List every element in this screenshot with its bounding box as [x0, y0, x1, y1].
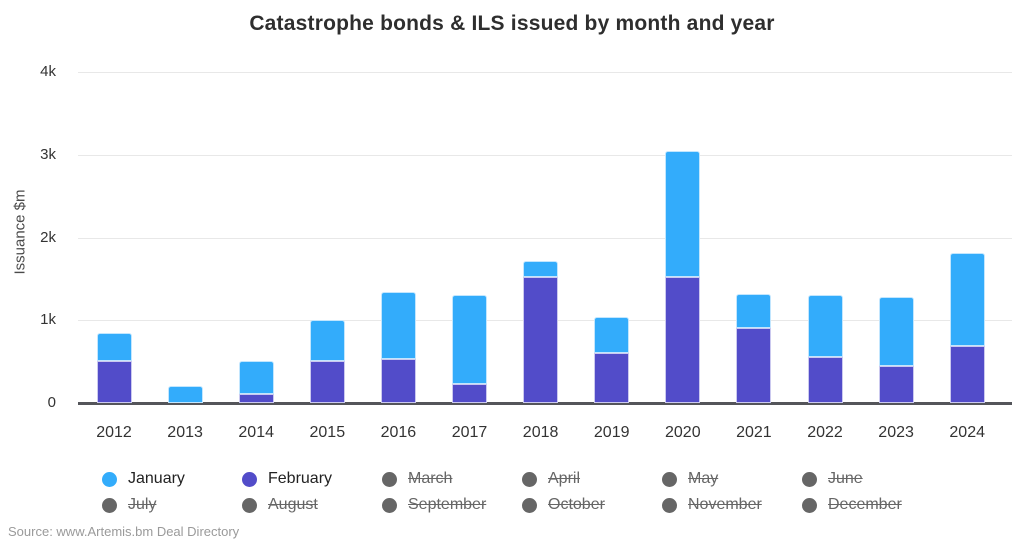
legend-label: February — [268, 470, 333, 487]
source-note: Source: www.Artemis.bm Deal Directory — [8, 524, 240, 539]
y-tick-label: 4k — [40, 63, 56, 80]
x-tick-label-2024: 2024 — [949, 424, 985, 441]
bar-january-2016[interactable] — [380, 292, 416, 359]
bar-february-2022[interactable] — [807, 357, 843, 403]
bar-february-2012[interactable] — [96, 360, 132, 403]
legend-label: September — [408, 496, 487, 513]
legend-item-march[interactable]: March — [382, 470, 452, 488]
legend-dot-may — [662, 471, 677, 487]
legend-label: January — [128, 470, 185, 487]
legend-dot-june — [802, 471, 817, 487]
legend-item-july[interactable]: July — [102, 496, 156, 514]
legend-item-august[interactable]: August — [242, 496, 318, 514]
legend-dot-march — [382, 471, 397, 487]
chart-title: Catastrophe bonds & ILS issued by month … — [249, 12, 775, 35]
bar-february-2024[interactable] — [949, 345, 985, 403]
bar-january-2020[interactable] — [665, 150, 701, 277]
x-tick-label-2012: 2012 — [96, 424, 132, 441]
y-tick-label: 1k — [40, 311, 56, 329]
bar-february-2017[interactable] — [452, 383, 487, 403]
legend-label: November — [688, 496, 762, 513]
legend-dot-september — [382, 497, 397, 513]
bar-january-2018[interactable] — [523, 260, 559, 278]
x-tick-label-2018: 2018 — [522, 424, 559, 441]
legend-item-september[interactable]: September — [382, 496, 486, 514]
y-tick-label: 2k — [40, 228, 56, 246]
x-tick-label-2013: 2013 — [167, 424, 203, 441]
legend-item-may[interactable]: May — [662, 470, 718, 488]
bar-january-2017[interactable] — [452, 295, 487, 384]
bar-february-2019[interactable] — [594, 352, 630, 403]
x-tick-label-2021: 2021 — [736, 424, 772, 441]
y-tick-label: 3k — [40, 145, 56, 163]
bar-january-2021[interactable] — [736, 293, 772, 328]
legend-dot-july — [102, 497, 117, 513]
legend-item-december[interactable]: December — [802, 496, 902, 514]
legend-item-november[interactable]: November — [662, 496, 762, 514]
bar-february-2014[interactable] — [238, 393, 274, 403]
bar-january-2023[interactable] — [878, 296, 914, 366]
bar-january-2015[interactable] — [309, 320, 345, 361]
bar-january-2013[interactable] — [167, 386, 203, 403]
bar-january-2022[interactable] — [807, 295, 843, 358]
legend-dot-august — [242, 497, 257, 513]
bar-february-2023[interactable] — [878, 365, 914, 403]
legend-label: April — [548, 470, 581, 487]
x-tick-label-2020: 2020 — [665, 424, 701, 441]
bar-february-2020[interactable] — [665, 276, 701, 403]
legend-dot-december — [802, 497, 817, 513]
bar-january-2012[interactable] — [96, 333, 132, 361]
bar-february-2018[interactable] — [523, 277, 559, 403]
x-tick-label-2015: 2015 — [309, 424, 346, 441]
legend-label: October — [548, 496, 605, 513]
gridline — [78, 237, 1012, 239]
x-axis-line — [78, 402, 1012, 405]
legend-dot-february — [242, 471, 257, 487]
gridline — [78, 72, 1012, 73]
legend-label: June — [828, 470, 863, 487]
bar-january-2019[interactable] — [594, 317, 630, 353]
legend-item-october[interactable]: October — [522, 496, 605, 514]
legend-item-february[interactable]: February — [242, 470, 332, 488]
bar-february-2015[interactable] — [309, 360, 345, 403]
legend-dot-april — [522, 471, 537, 487]
legend-label: March — [408, 470, 453, 487]
legend-dot-january — [102, 471, 117, 487]
legend-dot-october — [522, 497, 537, 513]
legend-item-april[interactable]: April — [522, 470, 580, 488]
legend-dot-november — [662, 497, 677, 513]
legend-label: May — [688, 470, 719, 487]
y-tick-label: 0 — [47, 394, 56, 411]
x-tick-label-2014: 2014 — [238, 424, 274, 441]
legend-label: December — [828, 496, 902, 513]
legend-label: July — [128, 496, 157, 513]
bar-february-2016[interactable] — [380, 358, 416, 403]
legend-item-january[interactable]: January — [102, 470, 185, 488]
legend-label: August — [268, 496, 318, 513]
x-tick-label-2022: 2022 — [807, 424, 843, 441]
x-tick-label-2016: 2016 — [380, 424, 417, 441]
bar-january-2024[interactable] — [949, 253, 985, 346]
bar-january-2014[interactable] — [238, 360, 274, 394]
x-tick-label-2017: 2017 — [451, 424, 488, 441]
x-tick-label-2019: 2019 — [593, 424, 630, 441]
gridline — [78, 154, 1012, 156]
x-tick-label-2023: 2023 — [878, 424, 914, 441]
bar-february-2021[interactable] — [736, 327, 772, 403]
legend-item-june[interactable]: June — [802, 470, 863, 488]
